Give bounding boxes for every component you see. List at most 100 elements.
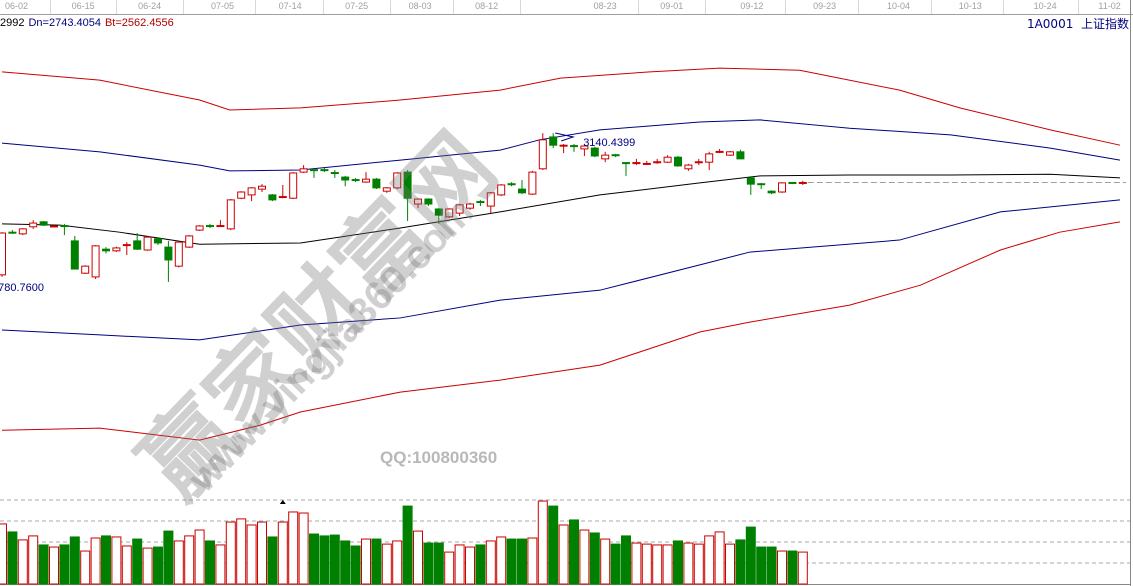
date-tick-label: 08-23	[593, 1, 617, 11]
date-tick-label: 09-12	[740, 1, 764, 11]
candle-down	[351, 179, 360, 182]
date-tick-label: 10-04	[886, 1, 910, 11]
band-lower-inner	[1, 199, 1121, 341]
volume-bar-up	[0, 523, 7, 585]
volume-bar-up	[225, 521, 236, 585]
date-tick-separator	[638, 0, 640, 14]
high-price-label: 3140.4399	[583, 136, 636, 149]
volume-bar-down	[787, 550, 798, 585]
volume-bar-up	[194, 529, 205, 585]
candle-up	[216, 225, 225, 228]
volume-bar-down	[517, 538, 527, 585]
date-tick-label: 10-24	[1033, 1, 1057, 11]
volume-bar-up	[714, 531, 725, 585]
date-tick-separator	[49, 0, 51, 14]
candle-up	[299, 168, 308, 173]
volume-bar-up	[142, 547, 153, 585]
date-tick-label: 08-12	[475, 1, 499, 11]
volume-bar-up	[527, 537, 538, 585]
volume-bar-down	[673, 540, 683, 585]
date-tick-separator	[1078, 0, 1080, 14]
candle-up	[632, 162, 641, 165]
volume-bar-down	[402, 505, 413, 585]
volume-bar-up	[537, 500, 548, 585]
lower-band-value: Dn=2743.4054	[28, 17, 101, 29]
candle-up	[289, 172, 298, 199]
volume-bar-up	[173, 540, 184, 585]
candle-up	[247, 187, 256, 196]
volume-bar-up	[454, 544, 465, 585]
volume-bar-down	[267, 536, 278, 585]
volume-bar-up	[641, 543, 652, 585]
candle-up	[278, 196, 287, 199]
candle-up	[538, 139, 547, 170]
volume-bar-up	[485, 540, 496, 585]
date-tick-label: 09-01	[660, 1, 684, 11]
volume-bar-down	[548, 505, 559, 585]
volume-bar-up	[90, 537, 101, 585]
volume-bar-up	[683, 542, 694, 585]
volume-bar-down	[433, 542, 444, 585]
date-axis: 06-02 06-15 06-24 07-05 07-14 07-25 08-03 08-12…	[0, 0, 1133, 15]
candle-up	[195, 225, 204, 231]
candle-up	[528, 171, 537, 195]
candle-down	[330, 172, 339, 175]
volume-bar-down	[589, 532, 600, 585]
date-tick-label: 06-24	[138, 1, 162, 11]
candle-up	[642, 162, 651, 165]
candle-down	[39, 221, 48, 226]
candle-up	[497, 184, 506, 196]
volume-bar-down	[610, 543, 621, 585]
candle-down	[403, 171, 412, 199]
volume-bar-up	[725, 543, 735, 585]
volume-bar-up	[381, 543, 392, 585]
candle-up	[122, 244, 131, 247]
volume-bar-down	[735, 539, 746, 585]
date-tick-separator	[389, 0, 391, 14]
candle-down	[424, 198, 433, 205]
date-tick-separator	[453, 0, 455, 14]
candle-up	[91, 245, 100, 278]
high-pointer	[555, 132, 576, 142]
candle-down	[507, 183, 516, 186]
watermark-qq: QQ:100800360	[380, 448, 498, 467]
volume-bar-up	[465, 546, 475, 585]
date-tick-label: 08-03	[408, 1, 432, 11]
volume-bar-up	[392, 540, 403, 585]
date-tick-separator	[857, 0, 859, 14]
volume-bar-up	[652, 544, 663, 585]
volume-bar-up	[704, 535, 715, 585]
date-tick-separator	[255, 0, 257, 14]
candle-down	[757, 183, 766, 186]
volume-bar-down	[309, 533, 319, 585]
volume-bar-down	[69, 536, 80, 585]
candle-down	[372, 178, 381, 189]
candle-down	[611, 154, 620, 157]
volume-bar-up	[80, 550, 91, 585]
candle-down	[518, 188, 526, 194]
volume-bar-down	[132, 538, 143, 585]
volume-bar-up	[257, 521, 267, 585]
date-tick-label: 06-15	[71, 1, 95, 11]
candle-up	[580, 145, 589, 150]
date-tick-separator	[323, 0, 325, 14]
date-tick-label: 10-13	[958, 1, 982, 11]
security-title: 1A0001 上证指数	[1027, 15, 1129, 32]
volume-bar-down	[506, 538, 517, 585]
volume-bar-up	[28, 535, 39, 585]
candle-up	[705, 153, 714, 163]
candle-up	[393, 172, 402, 189]
candle-up	[601, 154, 610, 160]
volume-bar-down	[340, 540, 351, 585]
candle-up	[694, 161, 703, 164]
volume-bar-up	[777, 550, 787, 585]
volume-bar-up	[121, 545, 132, 585]
volume-bar-up	[444, 551, 455, 585]
candle-up	[0, 232, 6, 276]
candle-down	[60, 225, 69, 228]
candle-down	[102, 248, 110, 252]
candle-up	[445, 208, 454, 218]
volume-bar-down	[101, 535, 111, 585]
candle-down	[476, 201, 485, 204]
